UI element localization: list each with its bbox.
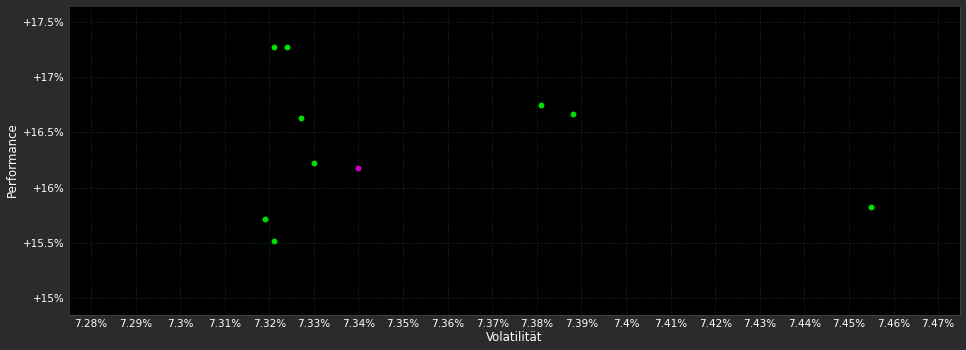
Point — [565, 111, 581, 117]
Y-axis label: Performance: Performance — [6, 122, 18, 197]
Point — [266, 45, 281, 50]
X-axis label: Volatilität: Volatilität — [486, 331, 543, 344]
Point — [351, 165, 366, 170]
Point — [864, 205, 879, 210]
Point — [279, 45, 295, 50]
Point — [293, 115, 308, 121]
Point — [266, 238, 281, 243]
Point — [533, 102, 549, 108]
Point — [257, 216, 272, 221]
Point — [306, 161, 322, 166]
